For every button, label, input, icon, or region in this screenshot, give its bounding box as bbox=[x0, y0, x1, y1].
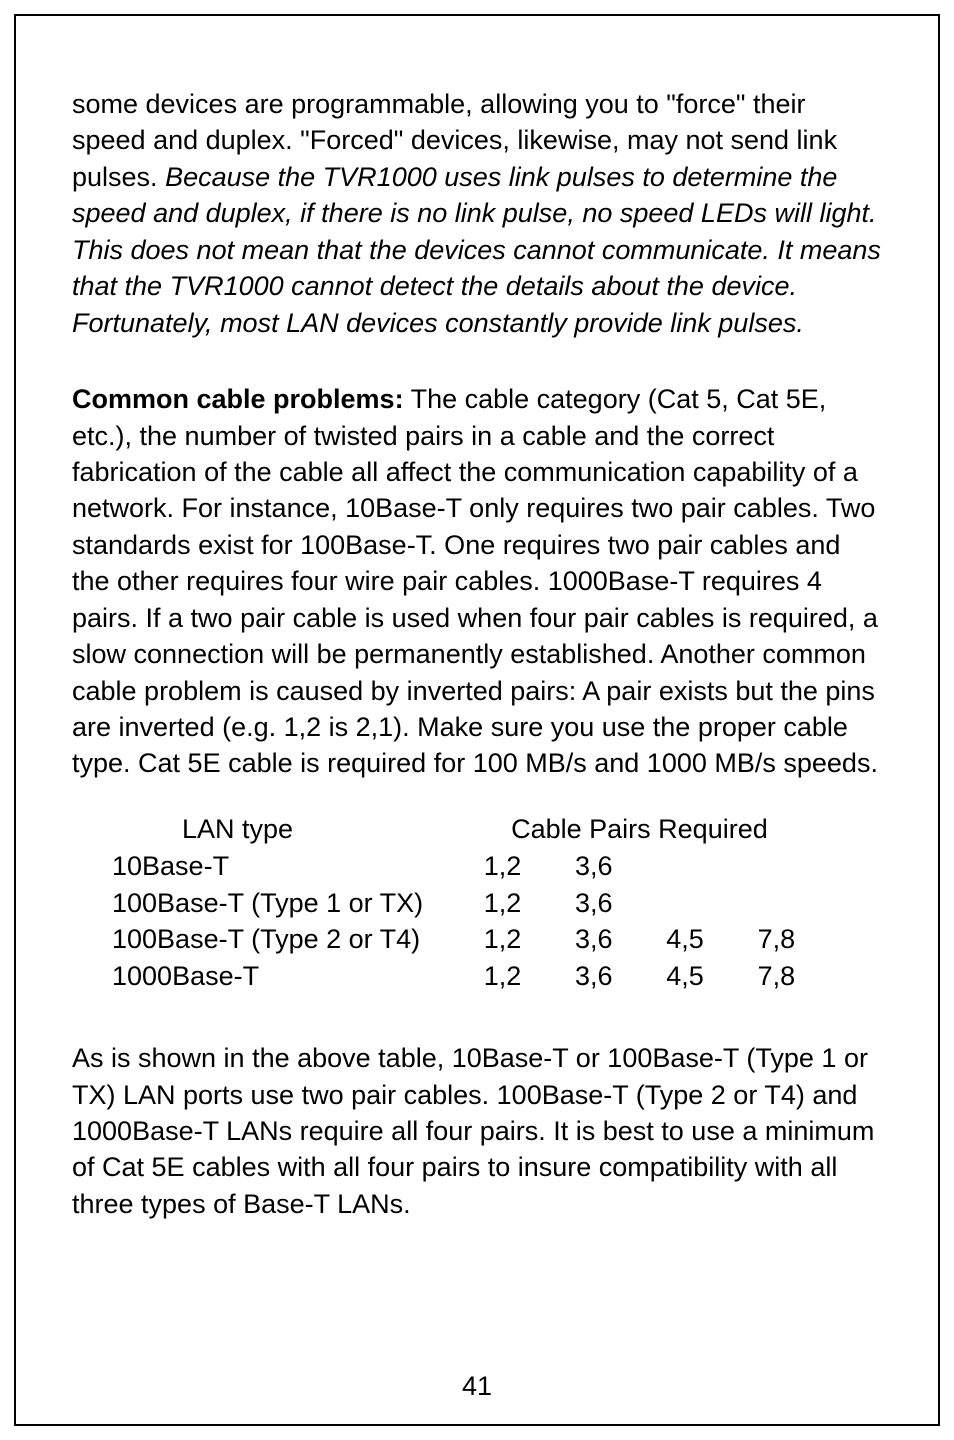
para2-heading: Common cable problems: bbox=[72, 384, 404, 414]
cable-pairs-table: LAN type Cable Pairs Required 10Base-T 1… bbox=[72, 810, 882, 994]
cell-lan-type: 100Base-T (Type 2 or T4) bbox=[112, 921, 457, 957]
cell-pair bbox=[731, 848, 822, 884]
paragraph-table-explanation: As is shown in the above table, 10Base-T… bbox=[72, 1040, 882, 1222]
cell-pair bbox=[639, 885, 730, 921]
para1-italic: Because the TVR1000 uses link pulses to … bbox=[72, 162, 881, 338]
cell-pair: 1,2 bbox=[457, 848, 548, 884]
cell-pair: 7,8 bbox=[731, 921, 822, 957]
page-content: some devices are programmable, allowing … bbox=[72, 86, 882, 1222]
cell-pair: 3,6 bbox=[548, 848, 639, 884]
cell-pair: 3,6 bbox=[548, 885, 639, 921]
cell-pair: 4,5 bbox=[639, 921, 730, 957]
paragraph-cable-problems: Common cable problems: The cable categor… bbox=[72, 381, 882, 782]
cell-lan-type: 10Base-T bbox=[112, 848, 457, 884]
cell-pair bbox=[731, 885, 822, 921]
cell-pair: 1,2 bbox=[457, 885, 548, 921]
table-header-row: LAN type Cable Pairs Required bbox=[112, 810, 822, 848]
table-row: 100Base-T (Type 2 or T4) 1,2 3,6 4,5 7,8 bbox=[112, 921, 822, 957]
cell-lan-type: 1000Base-T bbox=[112, 958, 457, 994]
paragraph-link-pulses: some devices are programmable, allowing … bbox=[72, 86, 882, 341]
table-header-cable: Cable Pairs Required bbox=[457, 810, 822, 848]
cell-pair bbox=[639, 848, 730, 884]
cell-pair: 3,6 bbox=[548, 921, 639, 957]
page-number: 41 bbox=[16, 1371, 938, 1402]
table-row: 10Base-T 1,2 3,6 bbox=[112, 848, 822, 884]
table-row: 1000Base-T 1,2 3,6 4,5 7,8 bbox=[112, 958, 822, 994]
cell-pair: 3,6 bbox=[548, 958, 639, 994]
table-row: 100Base-T (Type 1 or TX) 1,2 3,6 bbox=[112, 885, 822, 921]
cell-pair: 1,2 bbox=[457, 958, 548, 994]
table-header-lan: LAN type bbox=[112, 810, 457, 848]
para2-body: The cable category (Cat 5, Cat 5E, etc.)… bbox=[72, 384, 878, 778]
cell-pair: 4,5 bbox=[639, 958, 730, 994]
page-border: some devices are programmable, allowing … bbox=[14, 14, 940, 1426]
cell-pair: 1,2 bbox=[457, 921, 548, 957]
cell-pair: 7,8 bbox=[731, 958, 822, 994]
cell-lan-type: 100Base-T (Type 1 or TX) bbox=[112, 885, 457, 921]
